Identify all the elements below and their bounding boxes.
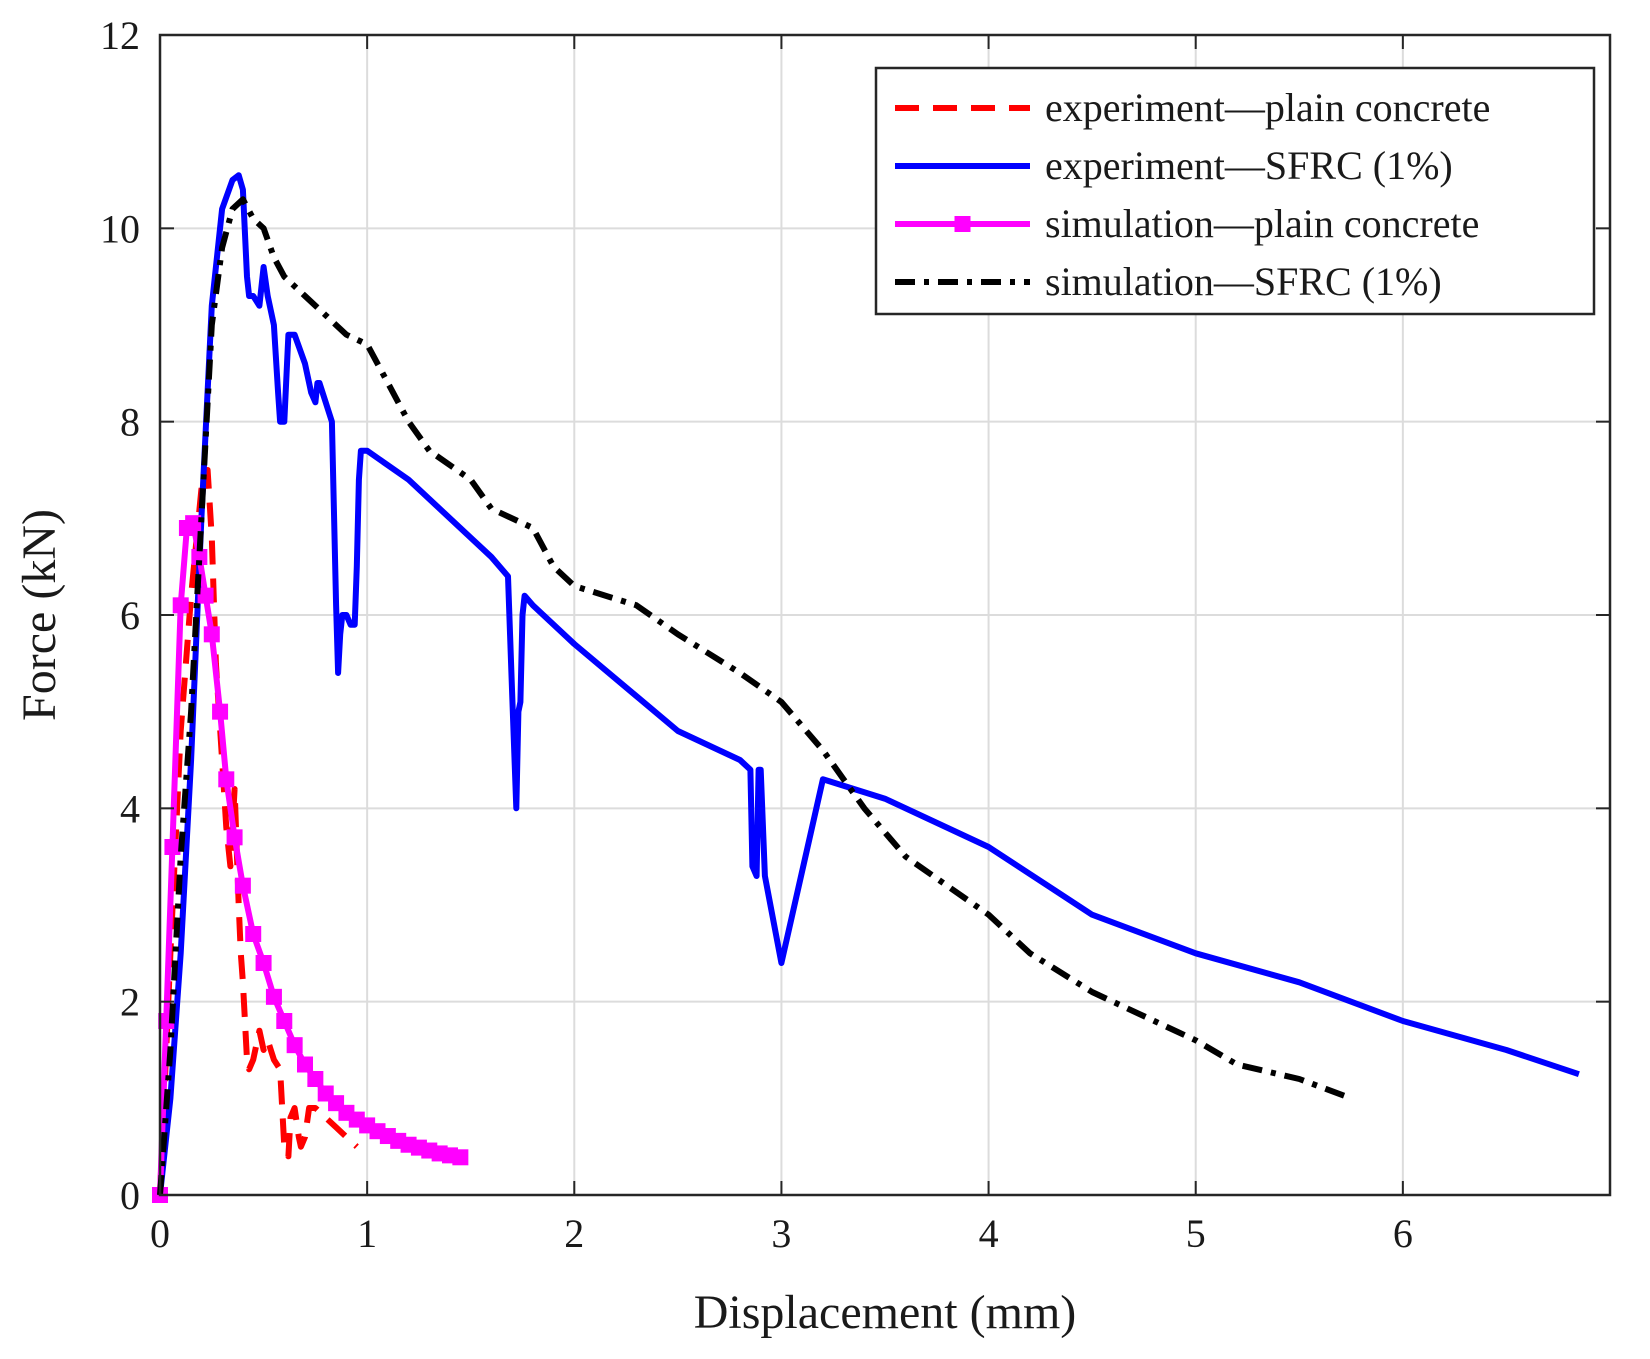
data-point [297,1056,313,1073]
data-point [185,515,202,532]
series-experiment-plain-concrete [157,467,359,1196]
series-line [157,172,1580,1196]
legend-label: experiment—plain concrete [1045,85,1490,130]
data-point [172,597,189,614]
y-tick-label: 4 [120,786,140,831]
legend-marker [954,216,971,232]
data-point [265,988,282,1005]
legend-label: simulation—plain concrete [1045,201,1479,246]
x-tick-label: 3 [771,1211,791,1256]
y-axis-title: Force (kN) [13,509,66,721]
data-point [307,1071,324,1087]
y-tick-label: 6 [120,593,140,638]
x-tick-label: 5 [1186,1211,1206,1256]
data-point [286,1037,303,1054]
x-tick-label: 1 [357,1211,377,1256]
legend: experiment—plain concrete experiment—SFRC… [874,66,1596,316]
series-layer [152,172,1580,1203]
y-tick-label: 0 [120,1173,140,1218]
series-line [157,467,359,1196]
y-tick-label: 2 [120,980,140,1025]
data-point [191,549,208,565]
y-tick-label: 8 [120,400,140,445]
series-simulation-plain-concrete [152,515,469,1203]
x-tick-label: 6 [1393,1211,1413,1256]
data-point [245,926,262,942]
data-point [212,703,229,720]
data-point [452,1149,469,1166]
x-tick-label: 2 [564,1211,584,1256]
series-simulation-sfrc-1 [157,196,1353,1196]
series-experiment-sfrc-1 [157,172,1580,1196]
legend-box [874,66,1596,316]
data-point [234,877,251,894]
data-point [255,955,272,971]
y-tick-label: 10 [100,206,140,251]
x-axis-title: Displacement (mm) [694,1286,1077,1339]
data-point [203,626,220,643]
x-tick-label: 0 [150,1211,170,1256]
data-point [218,771,235,788]
data-point [276,1013,293,1029]
series-line [157,196,1353,1196]
x-tick-label: 4 [979,1211,999,1256]
data-point [197,587,214,604]
legend-label: experiment—SFRC (1%) [1045,143,1453,188]
legend-label: simulation—SFRC (1%) [1045,259,1442,304]
y-tick-label: 12 [100,13,140,58]
data-point [164,839,181,855]
data-point [226,829,243,846]
